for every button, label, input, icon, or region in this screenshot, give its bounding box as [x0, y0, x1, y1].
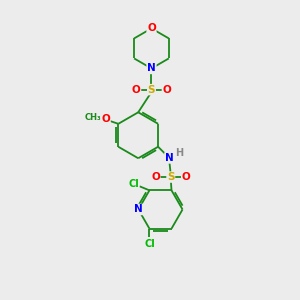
Text: O: O — [147, 23, 156, 33]
Text: S: S — [148, 85, 155, 94]
Text: N: N — [134, 205, 143, 214]
Text: S: S — [167, 172, 175, 182]
Text: H: H — [175, 148, 183, 158]
Text: O: O — [151, 172, 160, 182]
Text: Cl: Cl — [144, 239, 155, 249]
Text: N: N — [147, 63, 156, 74]
Text: O: O — [132, 85, 140, 94]
Text: N: N — [165, 153, 174, 163]
Text: O: O — [162, 85, 171, 94]
Text: O: O — [101, 114, 110, 124]
Text: Cl: Cl — [128, 179, 139, 190]
Text: CH₃: CH₃ — [84, 112, 101, 122]
Text: O: O — [182, 172, 190, 182]
